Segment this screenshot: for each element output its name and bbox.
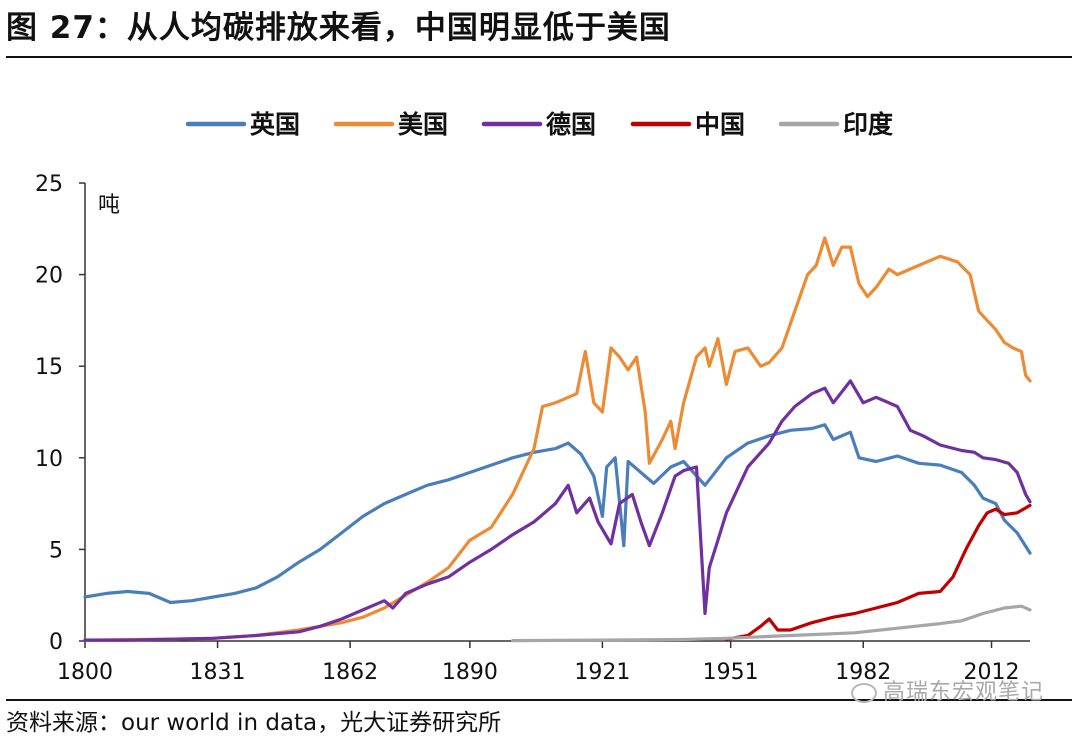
- legend-label-4: 中国: [695, 110, 745, 139]
- legend-label-3: 德国: [546, 110, 596, 139]
- y-tick-label: 5: [49, 538, 63, 563]
- chart-legend: 英国 美国 德国 中国 印度: [185, 110, 893, 139]
- x-tick-label: 1862: [322, 660, 378, 685]
- y-tick-label: 25: [35, 172, 63, 197]
- legend-label-5: 印度: [843, 110, 893, 139]
- y-tick-label: 0: [49, 630, 63, 655]
- x-tick-label: 1921: [574, 660, 630, 685]
- x-tick-label: 1831: [190, 660, 246, 685]
- watermark: 高瑞东宏观笔记: [850, 674, 1044, 706]
- x-tick-label: 1800: [57, 660, 113, 685]
- x-tick-label: 1890: [442, 660, 498, 685]
- series-line-2: [83, 236, 1032, 642]
- series-line-5: [511, 604, 1032, 643]
- y-tick-label: 20: [35, 264, 63, 289]
- source-rule: [6, 699, 1072, 701]
- legend-label-1: 英国: [250, 110, 300, 139]
- watermark-text: 高瑞东宏观笔记: [882, 680, 1044, 705]
- figure-title: 图 27：从人均碳排放来看，中国明显低于美国: [6, 10, 671, 46]
- series-line-1: [83, 423, 1032, 605]
- chart-series: [83, 236, 1032, 643]
- x-tick-label: 2012: [964, 660, 1020, 685]
- title-rule: [6, 56, 1072, 58]
- x-tick-label: 1982: [835, 660, 891, 685]
- wechat-icon: [850, 683, 877, 703]
- series-line-4: [724, 503, 1032, 641]
- y-tick-label: 15: [35, 355, 63, 380]
- y-tick-label: 10: [35, 447, 63, 472]
- x-tick-label: 1951: [703, 660, 759, 685]
- chart-axes: 0 5 10 15 20 25 1800 1831 1862 1890 1921 1951 1982 20…: [35, 172, 1030, 685]
- series-line-3: [83, 379, 1032, 642]
- legend-label-2: 美国: [398, 110, 448, 139]
- source-note: 资料来源：our world in data，光大证券研究所: [6, 710, 502, 736]
- y-axis-unit-label: 吨: [98, 193, 120, 218]
- line-chart: 英国 美国 德国 中国 印度 0 5 10 15 20 25 1800 1831 1862 1890 192…: [35, 110, 1032, 685]
